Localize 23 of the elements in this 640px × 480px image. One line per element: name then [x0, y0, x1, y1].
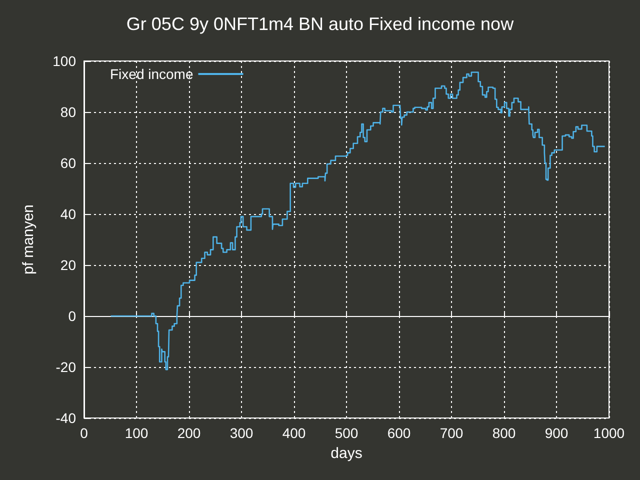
- y-tick-label: 80: [60, 104, 76, 120]
- x-tick-label: 900: [544, 425, 568, 441]
- legend-label: Fixed income: [110, 66, 194, 82]
- x-tick-label: 800: [492, 425, 516, 441]
- x-tick-label: 300: [230, 425, 254, 441]
- y-tick-label: 60: [60, 155, 76, 171]
- x-axis-title: days: [330, 445, 362, 462]
- x-tick-label: 0: [80, 425, 88, 441]
- y-tick-label: 20: [60, 257, 76, 273]
- x-tick-label: 1000: [593, 425, 625, 441]
- x-tick-label: 200: [177, 425, 201, 441]
- y-tick-label: 0: [68, 308, 76, 324]
- y-tick-label: 100: [52, 53, 76, 69]
- x-tick-label: 600: [387, 425, 411, 441]
- y-axis-title: pf manyen: [20, 204, 37, 275]
- y-tick-label: -40: [56, 410, 76, 426]
- x-tick-label: 100: [124, 425, 148, 441]
- x-tick-label: 700: [440, 425, 464, 441]
- x-tick-label: 400: [282, 425, 306, 441]
- y-tick-label: -20: [56, 359, 76, 375]
- chart-title: Gr 05C 9y 0NFT1m4 BN auto Fixed income now: [126, 14, 515, 34]
- y-tick-label: 40: [60, 206, 76, 222]
- x-tick-label: 500: [334, 425, 358, 441]
